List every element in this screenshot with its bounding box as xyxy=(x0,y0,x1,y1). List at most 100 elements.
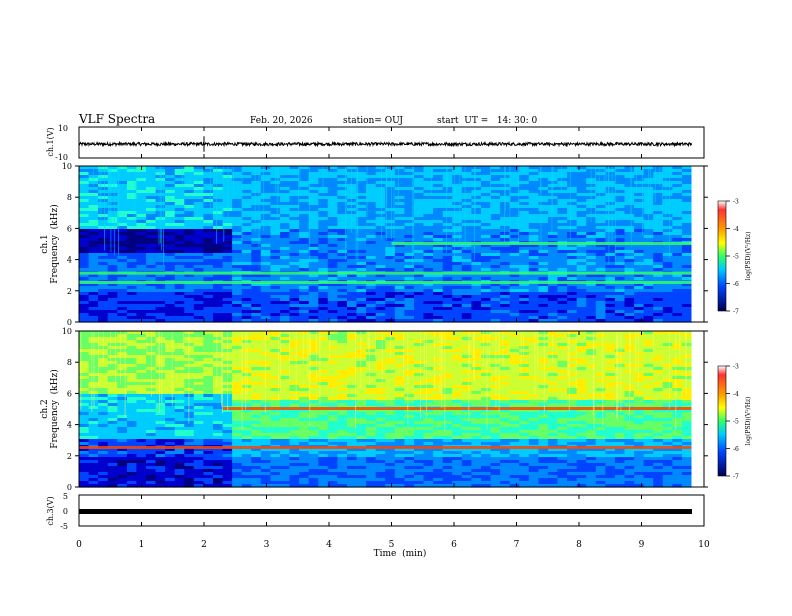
spectrogram-sferic xyxy=(367,166,368,217)
spectrogram-sferic xyxy=(595,166,596,224)
spectrogram-sferic xyxy=(356,166,357,260)
spectrogram-sferic xyxy=(93,166,94,186)
spectrogram-sferic xyxy=(669,166,670,258)
spectrogram-ytick-label: 10 xyxy=(62,162,72,171)
spectrogram-sferic xyxy=(381,166,382,239)
spectrogram-sferic xyxy=(118,166,119,198)
spectrogram-sferic xyxy=(431,166,432,195)
spectrogram-sferic xyxy=(490,166,491,220)
spectrogram-sferic xyxy=(608,166,609,227)
spectrogram-sferic xyxy=(631,166,632,247)
spectrogram-sferic xyxy=(662,166,663,227)
spectrogram-sferic xyxy=(159,166,160,244)
spectrogram-sferic xyxy=(277,166,278,219)
ch1-spectrogram-ylabel: Frequency (kHz) xyxy=(49,204,60,283)
spectrogram-sferic xyxy=(412,166,413,266)
spectrogram-sferic xyxy=(263,166,264,231)
spectrogram-sferic xyxy=(259,166,260,248)
spectrogram-sferic xyxy=(666,166,667,216)
ch1-ytick-bottom: -10 xyxy=(55,153,68,162)
spectrogram-ytick-label: 4 xyxy=(67,256,72,265)
spectrogram-sferic xyxy=(606,166,607,220)
spectrogram-sferic xyxy=(570,166,571,240)
spectrogram-sferic xyxy=(104,166,105,250)
spectrogram-sferic xyxy=(223,166,224,242)
spectrogram-sferic xyxy=(615,166,616,261)
spectrogram-sferic xyxy=(604,166,605,190)
spectrogram-sferic xyxy=(642,166,643,236)
spectrogram-sferic xyxy=(391,166,392,239)
spectrogram-sferic xyxy=(655,166,656,202)
spectrogram-ytick-label: 8 xyxy=(67,193,72,202)
spectrogram-sferic xyxy=(345,166,346,260)
spectrogram-ytick-label: 2 xyxy=(67,287,72,296)
spectrogram-sferic xyxy=(518,166,519,245)
spectrogram-sferic xyxy=(459,166,460,244)
spectrogram-sferic xyxy=(398,166,399,206)
header-station: station= OUJ xyxy=(343,116,403,126)
spectrogram-sferic xyxy=(552,166,553,212)
spectrogram-sferic xyxy=(163,166,164,266)
spectrogram-sferic xyxy=(505,166,506,213)
spectrogram-sferic xyxy=(540,166,541,193)
spectrogram-sferic xyxy=(111,166,112,252)
spectrogram-sferic xyxy=(242,166,243,244)
spectrogram-sferic xyxy=(659,166,660,186)
spectrogram-sferic xyxy=(161,166,162,250)
spectrogram-sferic xyxy=(309,166,310,261)
spectrogram-sferic xyxy=(413,166,414,253)
spectrogram-sferic xyxy=(182,166,183,187)
spectrogram-sferic xyxy=(100,166,101,209)
spectrogram-ytick-label: 0 xyxy=(67,318,72,327)
spectrogram-sferic xyxy=(135,166,136,228)
spectrogram-sferic xyxy=(599,166,600,200)
spectrogram-band xyxy=(79,272,692,275)
spectrogram-sferic xyxy=(233,166,234,197)
spectrogram-sferic xyxy=(636,166,637,193)
spectrogram-sferic xyxy=(447,166,448,191)
spectrogram-sferic xyxy=(300,166,301,190)
spectrogram-sferic xyxy=(278,166,279,197)
spectrogram-blank xyxy=(692,166,705,322)
spectrogram-sferic xyxy=(454,166,455,259)
spectrogram-sferic xyxy=(275,166,276,192)
ch1-waveform-panel: 10 -10 ch.1(V) xyxy=(46,124,704,162)
spectrogram-sferic xyxy=(214,166,215,193)
spectrogram-sferic xyxy=(228,166,229,217)
spectrogram-sferic xyxy=(346,166,347,248)
spectrogram-sferic xyxy=(323,166,324,192)
spectrogram-sferic xyxy=(357,166,358,233)
spectrogram-sferic xyxy=(216,166,217,244)
spectrogram-sferic xyxy=(446,166,447,253)
spectrogram-sferic xyxy=(160,166,161,243)
spectrogram-ytick-label: 6 xyxy=(67,224,72,233)
spectrogram-sferic xyxy=(394,166,395,262)
spectrogram-sferic xyxy=(504,166,505,243)
spectrogram-sferic xyxy=(108,166,109,223)
spectrogram-sferic xyxy=(255,166,256,231)
spectrogram-sferic xyxy=(591,166,592,222)
ch1-waveform-ylabel: ch.1(V) xyxy=(46,127,55,156)
figure-title: VLF Spectra xyxy=(78,112,155,126)
spectrogram-sferic xyxy=(465,166,466,249)
spectrogram-sferic xyxy=(510,166,511,200)
spectrogram-sferic xyxy=(554,166,555,188)
spectrogram-sferic xyxy=(475,166,476,215)
spectrogram-sferic xyxy=(612,166,613,240)
ch2-spectrogram-image xyxy=(79,331,704,488)
spectrogram-sferic xyxy=(474,166,475,260)
spectrogram-band xyxy=(392,242,692,245)
spectrogram-sferic xyxy=(386,166,387,241)
header-date: Feb. 20, 2026 xyxy=(250,116,313,126)
ch1-spectrogram-image xyxy=(79,166,704,323)
spectrogram-sferic xyxy=(648,166,649,227)
spectrogram-sferic xyxy=(650,166,651,215)
spectrogram-band xyxy=(79,281,692,284)
spectrogram-sferic xyxy=(210,166,211,209)
ch1-ytick-top: 10 xyxy=(58,124,68,133)
spectrogram-sferic xyxy=(351,166,352,233)
